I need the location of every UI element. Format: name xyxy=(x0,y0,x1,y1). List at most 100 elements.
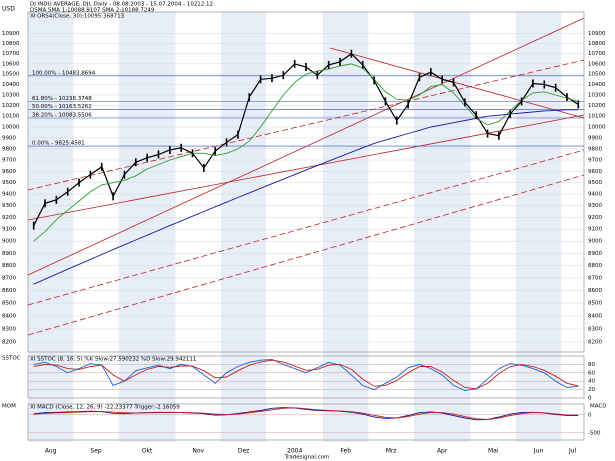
close-bar xyxy=(509,110,512,119)
x-tick-label: Dez xyxy=(238,448,249,455)
close-bar xyxy=(452,78,455,87)
x-tick-label: Jun xyxy=(533,448,544,455)
y-tick-label: 10800 xyxy=(2,41,20,47)
y-tick-label: 8400 xyxy=(588,313,602,319)
x-tick-label: Okt xyxy=(142,448,153,455)
close-bar xyxy=(316,71,319,80)
close-bar xyxy=(305,62,307,71)
subtitle: DSMA SMA 1:10088.9107 SMA 2:10188.7249 xyxy=(30,8,155,14)
close-bar xyxy=(282,71,285,80)
close-bar xyxy=(146,153,148,162)
y-tick-label: 10200 xyxy=(2,103,20,109)
month-stripe xyxy=(470,12,516,442)
y-axis-label: USD xyxy=(2,6,15,13)
series-line xyxy=(33,407,579,420)
close-bar xyxy=(100,162,103,171)
close-bar xyxy=(395,116,398,125)
y-tick-label: 10600 xyxy=(588,61,606,67)
y-tick-label: 8900 xyxy=(588,251,602,257)
close-bar xyxy=(464,98,466,107)
close-bar xyxy=(44,199,46,208)
y-tick-label: 40 xyxy=(588,379,595,385)
close-bar xyxy=(78,178,80,187)
y-tick-label: 60 xyxy=(588,370,595,376)
y-tick-label: 10200 xyxy=(588,103,606,109)
close-bar xyxy=(237,130,239,139)
y-tick-label: 8800 xyxy=(2,263,16,269)
y-tick-label: 9800 xyxy=(2,146,16,152)
y-tick-label: 8200 xyxy=(2,340,16,346)
close-bar xyxy=(259,75,262,84)
y-tick-label: 8400 xyxy=(2,313,16,319)
close-bar xyxy=(248,93,251,102)
trend-line xyxy=(27,59,585,191)
close-bar xyxy=(361,60,364,69)
y-tick-label: 10400 xyxy=(2,82,20,88)
y-tick-label: 10100 xyxy=(2,114,20,120)
panel-label: SSTOC xyxy=(2,356,21,362)
close-bar xyxy=(225,138,228,147)
close-bar xyxy=(214,147,217,156)
series-line xyxy=(33,63,579,242)
y-tick-label: 10700 xyxy=(588,51,606,57)
x-tick-label: Aug xyxy=(45,448,57,455)
series-line xyxy=(33,109,579,285)
y-tick-label: 8600 xyxy=(588,288,602,294)
close-bar xyxy=(543,80,546,89)
x-tick-label: Feb xyxy=(340,448,351,455)
y-tick-label: 10800 xyxy=(588,41,606,47)
x-tick-label: Apr xyxy=(437,448,448,455)
y-tick-label: 10300 xyxy=(2,92,20,98)
month-stripe xyxy=(73,12,119,442)
y-tick-label: 9600 xyxy=(2,169,16,175)
y-tick-label: 8300 xyxy=(588,326,602,332)
month-stripe xyxy=(515,12,562,442)
y-tick-label: -500 xyxy=(588,430,601,436)
plot: 100.00% - 10483.8694 61.80% - 10238.3748 5… xyxy=(28,49,584,421)
month-stripes xyxy=(28,12,584,442)
x-tick-label: Nov xyxy=(192,448,204,455)
series-line xyxy=(33,359,579,390)
y-tick-label: 9900 xyxy=(588,135,602,141)
y-tick-label: 9200 xyxy=(2,215,16,221)
close-bar xyxy=(271,74,273,83)
y-tick-label: 80 xyxy=(588,362,595,368)
close-bar xyxy=(520,97,523,106)
subtitle: XI ORS4(Close, 30):10095.368713 xyxy=(30,14,125,20)
close-bar xyxy=(498,131,500,140)
month-stripe xyxy=(220,12,267,442)
y-tick-label: 9400 xyxy=(588,192,602,198)
y-tick-label: 8500 xyxy=(588,301,602,307)
close-bar xyxy=(475,111,478,120)
x-tick-label: Sep xyxy=(90,448,102,455)
close-bar xyxy=(66,187,69,196)
y-tick-label: 0 xyxy=(588,412,592,418)
y-tick-label: 10100 xyxy=(588,114,606,120)
y-tick-label: 10000 xyxy=(2,125,20,131)
month-stripe xyxy=(266,12,324,442)
close-bar xyxy=(384,97,387,106)
close-bar xyxy=(430,68,432,77)
y-tick-label: 10600 xyxy=(2,61,20,67)
month-stripe xyxy=(368,12,414,442)
y-tick-label: 9000 xyxy=(2,239,16,245)
y-tick-label: 8600 xyxy=(2,288,16,294)
close-bar xyxy=(55,195,58,204)
x-tick-label: Jul xyxy=(568,448,577,455)
y-tick-label: 9300 xyxy=(2,203,16,209)
close-bar xyxy=(180,143,182,152)
close-bar xyxy=(339,57,341,66)
y-tick-label: 10000 xyxy=(588,125,606,131)
close-bar xyxy=(32,221,35,230)
y-tick-label: 10900 xyxy=(2,31,20,37)
y-tick-label: 9100 xyxy=(588,227,602,233)
y-tick-label: 9500 xyxy=(2,180,16,186)
month-stripe xyxy=(561,12,584,442)
close-bar xyxy=(89,170,92,179)
x-tick-label: 2004 xyxy=(287,448,302,455)
chart-title: DJ INDU AVERAGE,.DJI, Daily - 08.08.2003… xyxy=(30,2,213,8)
trend-line xyxy=(27,114,585,221)
y-tick-label: 9000 xyxy=(588,239,602,245)
close-bar xyxy=(350,49,353,58)
y-tick-label: 20 xyxy=(588,387,595,393)
